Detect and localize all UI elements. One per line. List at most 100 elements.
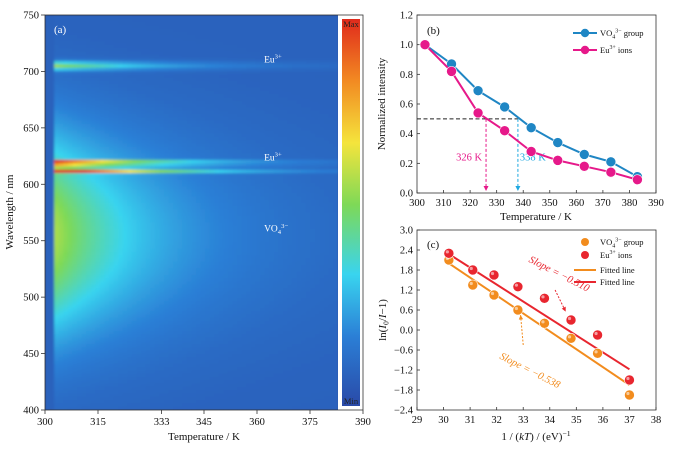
heatmap-cell <box>127 314 133 319</box>
heatmap-cell <box>118 367 124 372</box>
heatmap-cell <box>232 199 238 204</box>
heatmap-cell <box>95 179 101 184</box>
heatmap-cell <box>90 248 96 253</box>
heatmap-cell <box>232 225 238 230</box>
heatmap-cell <box>182 301 188 306</box>
heatmap-cell <box>127 340 133 345</box>
heatmap-cell <box>191 265 197 270</box>
heatmap-cell <box>159 143 165 148</box>
heatmap-cell <box>95 212 101 217</box>
heatmap-cell <box>58 24 64 29</box>
heatmap-cell <box>99 163 106 168</box>
heatmap-cell <box>113 380 119 385</box>
heatmap-cell <box>209 18 215 23</box>
heatmap-cell <box>118 406 124 410</box>
heatmap-cell <box>72 159 78 164</box>
heatmap-cell <box>45 199 51 204</box>
heatmap-cell <box>49 212 55 217</box>
heatmap-cell <box>49 245 55 250</box>
heatmap-cell <box>164 396 170 401</box>
heatmap-cell <box>86 130 92 135</box>
heatmap-cell <box>214 367 220 372</box>
heatmap-cell <box>191 386 197 391</box>
heatmap-cell <box>131 31 138 36</box>
heatmap-cell <box>228 344 234 349</box>
heatmap-cell <box>109 189 115 194</box>
heatmap-cell <box>45 51 51 56</box>
heatmap-cell <box>72 146 78 151</box>
heatmap-cell <box>209 130 215 135</box>
heatmap-cell <box>177 47 183 52</box>
heatmap-cell <box>136 225 142 230</box>
heatmap-cell <box>177 163 183 168</box>
heatmap-cell <box>122 291 129 296</box>
heatmap-cell <box>196 255 202 260</box>
heatmap-cell <box>113 219 119 223</box>
heatmap-cell <box>45 334 51 339</box>
heatmap-cell <box>131 64 138 69</box>
heatmap-cell <box>186 136 193 141</box>
heatmap-cell <box>209 304 215 309</box>
heatmap-cell <box>95 396 101 401</box>
heatmap-cell <box>77 47 83 52</box>
heatmap-cell <box>205 261 211 266</box>
heatmap-cell <box>58 380 64 385</box>
heatmap-cell <box>113 261 119 266</box>
heatmap-cell <box>228 242 234 247</box>
heatmap-cell <box>218 248 225 253</box>
heatmap-cell <box>159 271 165 276</box>
heatmap-cell <box>109 107 115 112</box>
heatmap-cell <box>63 215 69 220</box>
heatmap-cell <box>200 386 206 391</box>
heatmap-cell <box>131 258 138 263</box>
heatmap-cell <box>109 380 115 385</box>
heatmap-cell <box>186 261 193 266</box>
heatmap-cell <box>127 252 133 256</box>
heatmap-cell <box>99 123 106 128</box>
heatmap-cell <box>223 186 229 191</box>
heatmap-cell <box>104 291 110 296</box>
heatmap-cell <box>99 70 106 75</box>
heatmap-cell <box>81 166 87 171</box>
heatmap-cell <box>168 110 174 115</box>
heatmap-cell <box>67 281 74 286</box>
heatmap-cell <box>205 97 211 102</box>
heatmap-cell <box>104 403 110 408</box>
heatmap-cell <box>95 67 101 72</box>
heatmap-cell <box>95 232 101 237</box>
heatmap-cell <box>209 136 215 141</box>
heatmap-cell <box>131 67 138 72</box>
heatmap-cell <box>95 34 101 39</box>
heatmap-cell <box>218 202 225 207</box>
heatmap-cell <box>109 133 115 138</box>
heatmap-cell <box>109 34 115 39</box>
heatmap-cell <box>200 15 206 19</box>
heatmap-cell <box>104 120 110 125</box>
heatmap-cell <box>186 245 193 250</box>
heatmap-cell <box>164 354 170 358</box>
heatmap-cell <box>218 143 225 148</box>
heatmap-cell <box>150 396 156 401</box>
heatmap-cell <box>72 70 78 75</box>
heatmap-cell <box>113 314 119 319</box>
heatmap-cell <box>109 301 115 306</box>
heatmap-cell <box>196 307 202 312</box>
heatmap-cell <box>86 363 92 368</box>
heatmap-cell <box>131 350 138 355</box>
heatmap-cell <box>228 196 234 200</box>
heatmap-cell <box>77 209 83 214</box>
heatmap-cell <box>214 146 220 151</box>
heatmap-cell <box>54 149 60 154</box>
heatmap-cell <box>77 235 83 240</box>
heatmap-cell <box>141 176 147 181</box>
heatmap-cell <box>145 278 151 283</box>
heatmap-cell <box>182 344 188 349</box>
heatmap-cell <box>214 169 220 174</box>
heatmap-cell <box>136 84 142 89</box>
heatmap-cell <box>228 67 234 72</box>
heatmap-cell <box>145 209 151 214</box>
heatmap-cell <box>54 38 60 42</box>
heatmap-cell <box>63 153 69 158</box>
heatmap-cell <box>95 281 101 286</box>
heatmap-cell <box>214 31 220 36</box>
